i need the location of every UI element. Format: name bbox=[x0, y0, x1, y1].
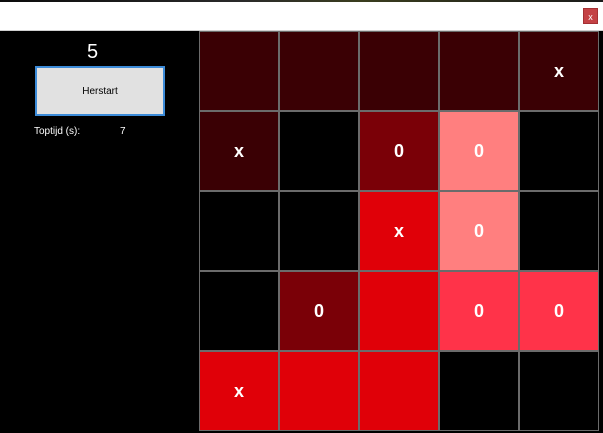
grid-cell[interactable] bbox=[279, 111, 359, 191]
best-time-value: 7 bbox=[120, 126, 126, 137]
grid-cell[interactable]: 0 bbox=[519, 271, 599, 351]
grid-cell[interactable]: 0 bbox=[359, 111, 439, 191]
grid-cell[interactable] bbox=[439, 351, 519, 431]
grid-cell[interactable]: x bbox=[199, 351, 279, 431]
grid-cell[interactable]: 0 bbox=[439, 191, 519, 271]
grid-cell[interactable]: x bbox=[359, 191, 439, 271]
grid-cell[interactable]: 0 bbox=[439, 271, 519, 351]
grid-cell[interactable] bbox=[199, 271, 279, 351]
restart-button[interactable]: Herstart bbox=[35, 66, 165, 116]
grid-cell[interactable] bbox=[519, 191, 599, 271]
title-bar-strip bbox=[0, 0, 603, 2]
grid-cell[interactable]: 0 bbox=[279, 271, 359, 351]
grid-cell[interactable]: x bbox=[519, 31, 599, 111]
score-display: 5 bbox=[86, 41, 99, 63]
grid-cell[interactable] bbox=[359, 31, 439, 111]
grid-cell[interactable] bbox=[359, 351, 439, 431]
title-bar: x bbox=[0, 0, 603, 31]
grid-cell[interactable] bbox=[359, 271, 439, 351]
grid-cell[interactable] bbox=[439, 31, 519, 111]
close-button[interactable]: x bbox=[583, 8, 598, 24]
grid-cell[interactable] bbox=[279, 31, 359, 111]
grid-cell[interactable] bbox=[199, 191, 279, 271]
best-time-label: Toptijd (s): bbox=[34, 126, 81, 137]
grid-cell[interactable] bbox=[519, 111, 599, 191]
side-panel: 5 Herstart Toptijd (s): 7 bbox=[0, 31, 200, 433]
grid-cell[interactable] bbox=[279, 191, 359, 271]
grid-cell[interactable] bbox=[519, 351, 599, 431]
grid-cell[interactable] bbox=[279, 351, 359, 431]
grid-cell[interactable]: x bbox=[199, 111, 279, 191]
grid-cell[interactable] bbox=[199, 31, 279, 111]
grid-cell[interactable]: 0 bbox=[439, 111, 519, 191]
